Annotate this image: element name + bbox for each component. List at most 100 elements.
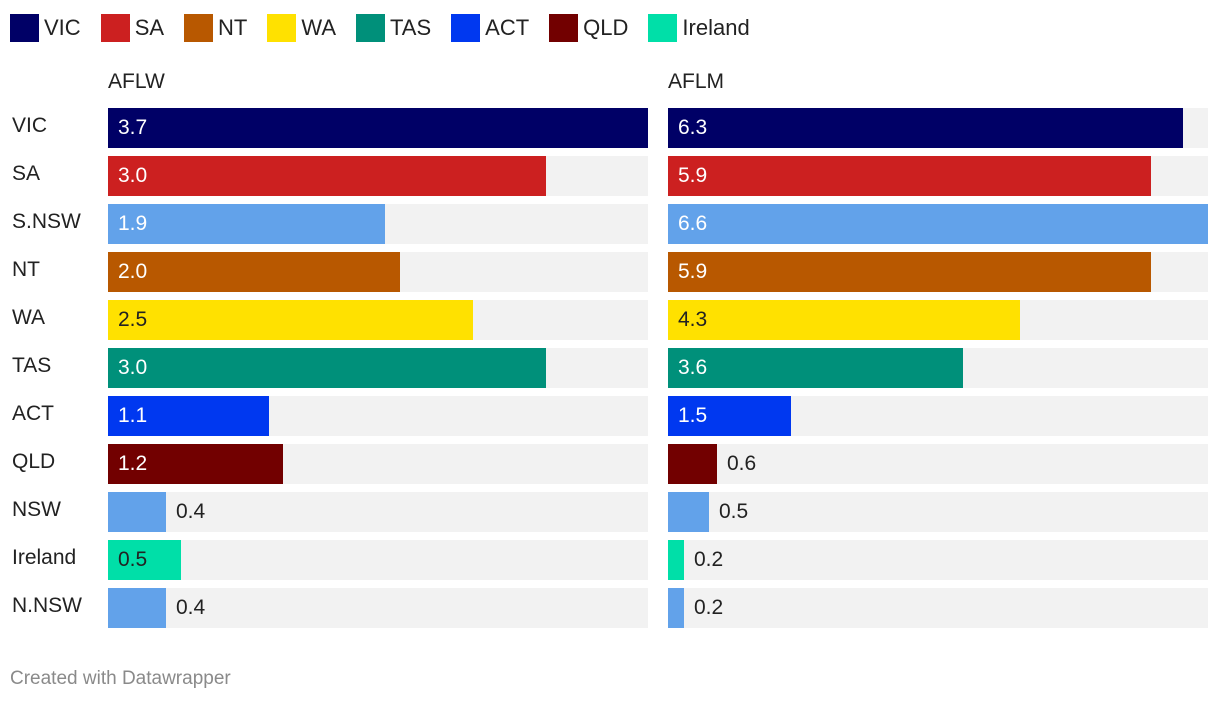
category-label: ACT [12,402,54,425]
value-label: 3.6 [678,356,708,379]
category-label: NSW [12,498,61,521]
bar [108,204,385,244]
bar [108,492,166,532]
bar-track: 0.2 [668,540,1208,580]
bar [668,444,717,484]
bar-track: 0.4 [108,492,648,532]
category-label: QLD [12,450,56,473]
bar-track: 3.7 [108,108,648,148]
legend-label: TAS [390,15,432,40]
legend-swatch [184,14,214,42]
bar-track: 1.2 [108,444,648,484]
bar [108,300,473,340]
value-label: 4.3 [678,308,708,331]
value-label: 3.7 [118,116,148,139]
value-label: 0.4 [176,500,206,523]
category-label: Ireland [12,546,77,569]
legend-item: WA [267,14,336,42]
legend: VIC SA NT WA TAS ACT QLD Ireland [10,14,770,42]
legend-swatch [451,14,481,42]
legend-swatch [549,14,579,42]
legend-label: NT [218,15,248,40]
value-label: 5.9 [678,260,708,283]
category-label: VIC [12,114,48,137]
legend-item: ACT [451,14,529,42]
bar-track: 1.9 [108,204,648,244]
value-label: 3.0 [118,356,148,379]
series-title: AFLW [108,70,165,93]
value-label: 0.2 [694,596,724,619]
legend-label: ACT [485,15,530,40]
value-label: 0.5 [719,500,749,523]
bar [108,108,648,148]
bar-track: 6.6 [668,204,1208,244]
value-label: 1.1 [118,404,148,427]
series-title: AFLM [668,70,725,93]
category-label: TAS [12,354,52,377]
bar [668,204,1208,244]
bar [668,396,791,436]
bar [108,156,546,196]
value-label: 0.2 [694,548,724,571]
bar-track: 3.0 [108,348,648,388]
bar-track: 5.9 [668,252,1208,292]
bar-track: 0.5 [668,492,1208,532]
legend-swatch [10,14,39,42]
bar-track: 0.4 [108,588,648,628]
category-label: SA [12,162,41,185]
category-label: S.NSW [12,210,81,233]
category-label: NT [12,258,40,281]
legend-item: NT [184,14,247,42]
value-label: 5.9 [678,164,708,187]
value-label: 3.0 [118,164,148,187]
legend-label: QLD [583,15,629,40]
bar [108,348,546,388]
bar-track: 1.5 [668,396,1208,436]
legend-swatch [356,14,385,42]
value-label: 0.6 [727,452,757,475]
bar [108,588,166,628]
bar-track: 4.3 [668,300,1208,340]
footer-credit: Created with Datawrapper [10,668,231,689]
value-label: 1.9 [118,212,148,235]
value-label: 2.0 [118,260,148,283]
legend-label: SA [134,15,165,40]
bar [668,348,963,388]
bar-track: 3.0 [108,156,648,196]
legend-item: Ireland [648,14,750,42]
legend-swatch [267,14,297,42]
bar [108,396,269,436]
value-label: 0.4 [176,596,206,619]
legend-label: Ireland [682,15,750,40]
bar-track: 6.3 [668,108,1208,148]
value-label: 6.3 [678,116,708,139]
bar [668,540,684,580]
legend-item: QLD [549,14,628,42]
legend-label: WA [301,15,336,40]
bar-track: 1.1 [108,396,648,436]
bar-track: 5.9 [668,156,1208,196]
bar [668,108,1183,148]
category-label: WA [12,306,46,329]
category-label: N.NSW [12,594,82,617]
bar-track: 0.6 [668,444,1208,484]
bar [668,156,1151,196]
bar-track: 2.5 [108,300,648,340]
bar-track: 2.0 [108,252,648,292]
bar-track: 3.6 [668,348,1208,388]
bar [668,300,1020,340]
legend-swatch [648,14,678,42]
bar [668,492,709,532]
value-label: 6.6 [678,212,708,235]
value-label: 2.5 [118,308,148,331]
legend-item: TAS [356,14,431,42]
legend-label: VIC [44,15,81,40]
bar-track: 0.5 [108,540,648,580]
legend-item: VIC [10,14,81,42]
bar-track: 0.2 [668,588,1208,628]
bar [668,588,684,628]
bar [668,252,1151,292]
legend-item: SA [100,14,165,42]
value-label: 0.5 [118,548,148,571]
bar [108,540,181,580]
